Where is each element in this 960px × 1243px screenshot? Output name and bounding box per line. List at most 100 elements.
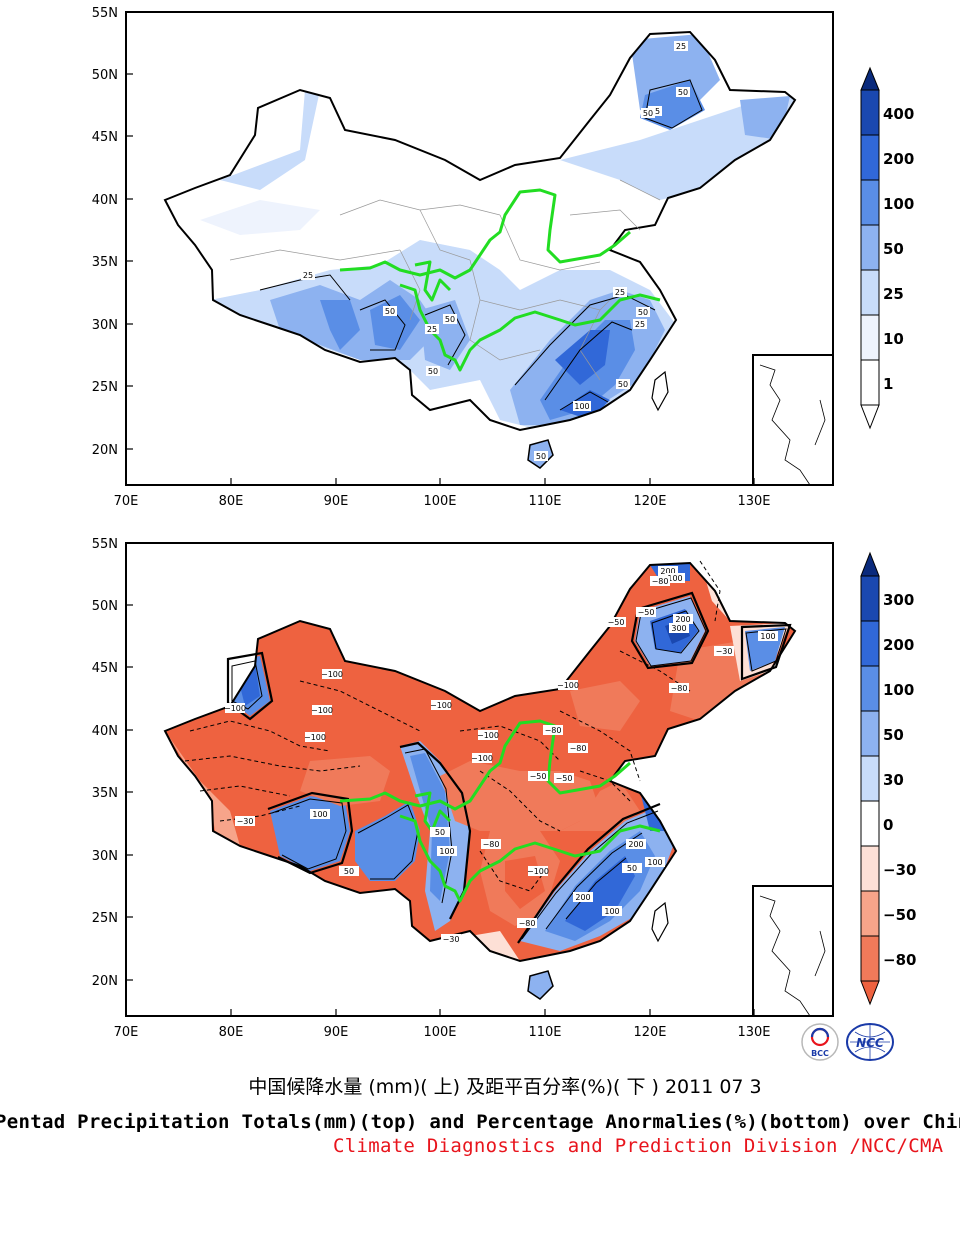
lat-label: 45N xyxy=(92,661,118,676)
lat-label: 30N xyxy=(92,849,118,864)
lon-label: 70E xyxy=(114,494,139,509)
lon-label: 120E xyxy=(633,1025,666,1040)
totals-contour-label: 50 xyxy=(385,307,395,316)
anomalies-contour-label: −100 xyxy=(304,733,326,742)
lat-label: 35N xyxy=(92,786,118,801)
anomalies-contour-label: 100 xyxy=(647,858,662,867)
anomalies-lat-axis: 55N 50N 45N 40N 35N 30N 25N 20N xyxy=(92,537,118,989)
lon-label: 80E xyxy=(219,494,244,509)
anomalies-contour-label: −30 xyxy=(716,647,733,656)
totals-contour-label: 25 xyxy=(615,288,625,297)
logo-group: BCC NCC xyxy=(801,1023,894,1061)
bcc-logo: BCC xyxy=(801,1023,839,1061)
totals-contour-label: 25 xyxy=(427,325,437,334)
lon-label: 100E xyxy=(423,494,456,509)
anomalies-contour-label: −80 xyxy=(671,684,688,693)
anomalies-contour-label: −100 xyxy=(430,701,452,710)
lon-label: 100E xyxy=(423,1025,456,1040)
lat-label: 25N xyxy=(92,380,118,395)
anomalies-contour-label: 100 xyxy=(312,810,327,819)
colorbar-label: 0 xyxy=(883,816,893,834)
anomalies-contour-label: −100 xyxy=(321,670,343,679)
lat-label: 45N xyxy=(92,130,118,145)
anomalies-contour-label: 50 xyxy=(627,864,637,873)
totals-contour-label: 25 xyxy=(303,271,313,280)
colorbar-label: 200 xyxy=(883,636,914,654)
lat-label: 55N xyxy=(92,6,118,21)
anomalies-contour-label: 200 xyxy=(660,567,675,576)
colorbar-label: 25 xyxy=(883,285,904,303)
anomalies-contour-label: −100 xyxy=(477,731,499,740)
lat-label: 20N xyxy=(92,974,118,989)
anomalies-contour-label: 300 xyxy=(671,624,686,633)
anomalies-colorbar: 300 200 100 50 30 0 −30 −50 −80 xyxy=(860,551,916,1006)
totals-borders: 25 50 25 50 25 50 50 25 50 50 25 50 100 … xyxy=(163,30,797,469)
lon-label: 110E xyxy=(528,1025,561,1040)
anomalies-contour-label: −100 xyxy=(224,704,246,713)
anomalies-contour-label: −100 xyxy=(311,706,333,715)
totals-colorbar: 400 200 100 50 25 10 1 xyxy=(860,66,914,430)
lon-label: 130E xyxy=(737,1025,770,1040)
anomalies-contour-label: −80 xyxy=(570,744,587,753)
totals-lat-axis: 55N 50N 45N 40N 35N 30N 25N 20N xyxy=(92,6,118,458)
colorbar-label: 50 xyxy=(883,726,904,744)
totals-inset-map xyxy=(752,354,834,486)
ncc-logo-text: NCC xyxy=(856,1036,884,1050)
lat-label: 30N xyxy=(92,318,118,333)
totals-contour-label: 50 xyxy=(445,315,455,324)
totals-lon-axis: 70E 80E 90E 100E 110E 120E 130E xyxy=(114,494,771,509)
lat-label: 40N xyxy=(92,724,118,739)
anomalies-plot-frame xyxy=(125,542,834,1017)
lon-label: 90E xyxy=(324,1025,349,1040)
lat-label: 20N xyxy=(92,443,118,458)
anomalies-borders: 200 100 −80 −50 200 300 100 −50 −30 −100… xyxy=(163,560,797,1000)
colorbar-label: −30 xyxy=(883,861,916,879)
totals-map-panel: 25 50 25 50 25 50 50 25 50 50 25 50 100 … xyxy=(92,6,915,509)
anomalies-contour-label: 200 xyxy=(575,893,590,902)
anomalies-contour-label: −50 xyxy=(608,618,625,627)
anomalies-contour-label: 200 xyxy=(675,615,690,624)
totals-contour-label: 25 xyxy=(635,320,645,329)
totals-plot-frame xyxy=(125,11,834,486)
totals-contour-label: 100 xyxy=(574,402,589,411)
lat-label: 50N xyxy=(92,599,118,614)
lon-label: 90E xyxy=(324,494,349,509)
lon-label: 110E xyxy=(528,494,561,509)
anomalies-contour-label: 100 xyxy=(667,574,682,583)
totals-contour-label: 50 xyxy=(678,88,688,97)
anomalies-contour-label: 100 xyxy=(760,632,775,641)
anomalies-contour-label: −80 xyxy=(545,726,562,735)
anomalies-contour-label: −80 xyxy=(519,919,536,928)
lon-label: 120E xyxy=(633,494,666,509)
colorbar-label: −50 xyxy=(883,906,916,924)
totals-contour-label: 50 xyxy=(643,109,653,118)
totals-contour-label: 50 xyxy=(638,308,648,317)
lat-label: 50N xyxy=(92,68,118,83)
colorbar-label: 400 xyxy=(883,105,914,123)
colorbar-label: 300 xyxy=(883,591,914,609)
anomalies-contour-label: −50 xyxy=(556,774,573,783)
lon-label: 80E xyxy=(219,1025,244,1040)
totals-contour-label: 50 xyxy=(618,380,628,389)
bcc-logo-text: BCC xyxy=(811,1049,829,1058)
credit-line: Climate Diagnostics and Prediction Divis… xyxy=(333,1135,944,1157)
anomalies-lon-axis: 70E 80E 90E 100E 110E 120E 130E xyxy=(114,1025,771,1040)
anomalies-contour-label: −100 xyxy=(557,681,579,690)
totals-contour-label: 50 xyxy=(536,452,546,461)
lat-label: 35N xyxy=(92,255,118,270)
colorbar-label: 1 xyxy=(883,375,893,393)
colorbar-label: 200 xyxy=(883,150,914,168)
colorbar-label: −80 xyxy=(883,951,916,969)
lon-label: 130E xyxy=(737,494,770,509)
lat-label: 55N xyxy=(92,537,118,552)
lat-label: 25N xyxy=(92,911,118,926)
anomalies-contour-labels: 200 100 −80 −50 200 300 100 −50 −30 −100… xyxy=(224,566,778,944)
anomalies-contour-label: 50 xyxy=(435,828,445,837)
english-title: Pentad Precipitation Totals(mm)(top) and… xyxy=(0,1111,960,1133)
lat-label: 40N xyxy=(92,193,118,208)
chinese-title: 中国候降水量 (mm)( 上) 及距平百分率(%)( 下 ) 2011 07 3 xyxy=(248,1076,762,1098)
anomalies-contour-label: 50 xyxy=(344,867,354,876)
anomalies-contour-label: −30 xyxy=(237,817,254,826)
ncc-logo: NCC xyxy=(846,1023,894,1061)
anomalies-contour-label: 100 xyxy=(439,847,454,856)
